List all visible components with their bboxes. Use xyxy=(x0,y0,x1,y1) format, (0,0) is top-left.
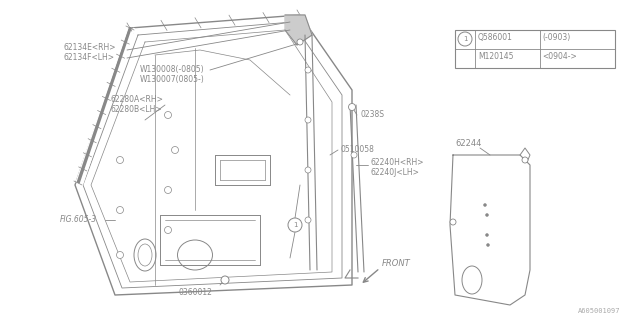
Circle shape xyxy=(305,67,311,73)
Text: 0360012: 0360012 xyxy=(178,288,212,297)
Circle shape xyxy=(164,227,172,234)
Circle shape xyxy=(486,244,490,246)
Circle shape xyxy=(305,167,311,173)
Circle shape xyxy=(164,111,172,118)
Text: Q586001: Q586001 xyxy=(478,33,513,42)
Text: 62134E<RH>: 62134E<RH> xyxy=(63,43,115,52)
Text: W130008(-0805): W130008(-0805) xyxy=(140,65,205,74)
Text: (-0903): (-0903) xyxy=(542,33,570,42)
Circle shape xyxy=(458,32,472,46)
Circle shape xyxy=(522,157,528,163)
Circle shape xyxy=(164,187,172,194)
Text: 62280A<RH>: 62280A<RH> xyxy=(110,95,163,104)
Circle shape xyxy=(349,103,355,110)
Circle shape xyxy=(172,147,179,154)
Text: FRONT: FRONT xyxy=(382,259,411,268)
Circle shape xyxy=(305,117,311,123)
Polygon shape xyxy=(285,15,312,45)
Bar xyxy=(455,30,615,68)
Text: 62244: 62244 xyxy=(455,139,481,148)
Text: 62240H<RH>: 62240H<RH> xyxy=(370,158,424,167)
Text: W130007(0805-): W130007(0805-) xyxy=(140,75,205,84)
Text: 1: 1 xyxy=(292,222,297,228)
Text: 62240J<LH>: 62240J<LH> xyxy=(370,168,419,177)
Text: 62280B<LH>: 62280B<LH> xyxy=(110,105,162,114)
Circle shape xyxy=(305,217,311,223)
Circle shape xyxy=(486,234,488,236)
Circle shape xyxy=(483,204,486,206)
Text: A605001097: A605001097 xyxy=(577,308,620,314)
Text: 0510058: 0510058 xyxy=(340,145,374,154)
Circle shape xyxy=(116,156,124,164)
Circle shape xyxy=(486,213,488,217)
Text: 1: 1 xyxy=(463,36,467,42)
Circle shape xyxy=(297,39,303,45)
Circle shape xyxy=(221,276,229,284)
Circle shape xyxy=(116,252,124,259)
Text: FIG.605-3: FIG.605-3 xyxy=(60,215,97,224)
Circle shape xyxy=(288,218,302,232)
Circle shape xyxy=(116,206,124,213)
Circle shape xyxy=(450,219,456,225)
Text: 62134F<LH>: 62134F<LH> xyxy=(63,53,114,62)
Text: 0238S: 0238S xyxy=(360,110,384,119)
Circle shape xyxy=(351,152,357,158)
Text: M120145: M120145 xyxy=(478,52,513,61)
Text: <0904->: <0904-> xyxy=(542,52,577,61)
